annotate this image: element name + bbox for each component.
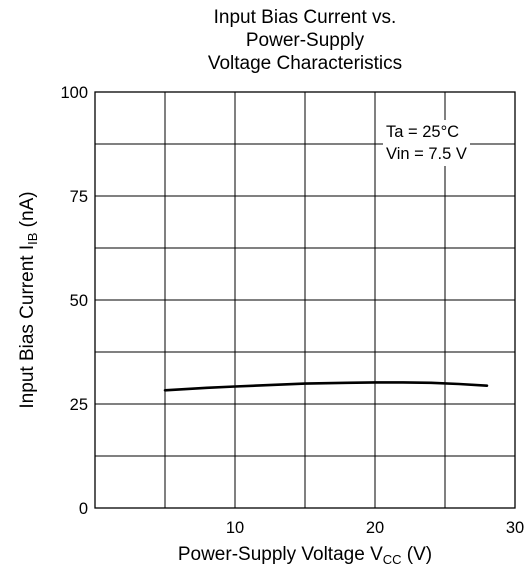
y-tick-label: 0 xyxy=(79,500,88,518)
x-axis-label-text: Power-Supply Voltage V xyxy=(177,544,383,565)
x-axis-label-subscript: CC xyxy=(382,552,402,567)
chart-title-line-3: Voltage Characteristics xyxy=(207,53,403,74)
y-tick-label: 25 xyxy=(70,396,88,414)
y-axis-label-subscript: IB xyxy=(25,232,40,245)
chart-title: Input Bias Current vs. Power-Supply Volt… xyxy=(95,6,515,75)
conditions-annotation: Ta = 25°C Vin = 7.5 V xyxy=(383,120,470,166)
series-line xyxy=(163,381,489,392)
plot-frame xyxy=(94,91,516,509)
x-tick-label: 10 xyxy=(226,519,244,537)
y-tick-label: 50 xyxy=(70,292,88,310)
x-axis-label: Power-Supply Voltage VCC (V) xyxy=(95,544,515,566)
chart-title-line-2: Power-Supply xyxy=(245,30,365,51)
y-tick-label: 100 xyxy=(60,84,88,102)
chart-title-line-1: Input Bias Current vs. xyxy=(213,7,397,28)
y-axis-label: Input Bias Current IIB (nA) xyxy=(17,120,40,480)
x-tick-label: 20 xyxy=(366,519,384,537)
x-axis-label-unit: (V) xyxy=(401,544,433,565)
y-tick-label: 75 xyxy=(70,188,88,206)
y-axis-label-unit: (nA) xyxy=(17,191,38,233)
annotation-vin: Vin = 7.5 V xyxy=(386,145,467,163)
y-axis-label-text: Input Bias Current I xyxy=(17,244,38,409)
x-tick-label: 30 xyxy=(506,519,524,537)
annotation-ta: Ta = 25°C xyxy=(386,123,460,141)
